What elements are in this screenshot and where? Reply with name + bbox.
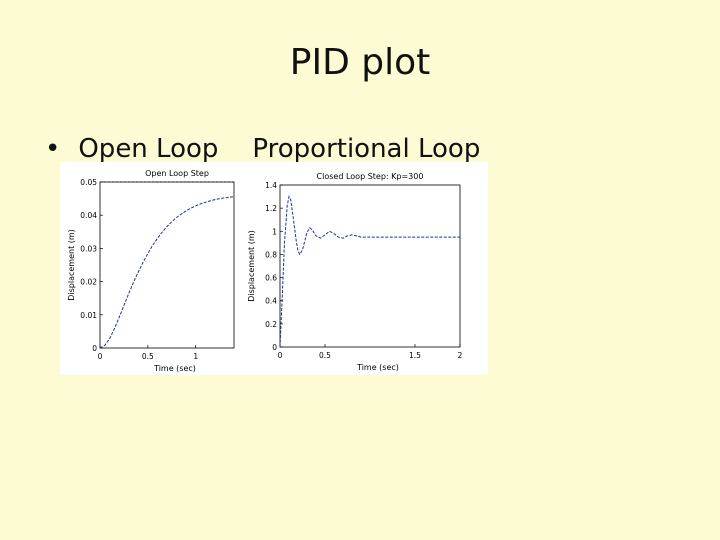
x-tick-label: 1.5 xyxy=(409,351,421,360)
series-line xyxy=(279,195,460,348)
y-tick-label: 0.04 xyxy=(80,211,97,220)
open-loop-plot: Open Loop Step 0 0.01 0.02 0.03 0.04 0.05 0 0.5 1… xyxy=(67,169,235,373)
y-tick-label: 0.01 xyxy=(80,311,97,320)
chart-title: Open Loop Step xyxy=(145,169,209,178)
x-tick-label: 0.5 xyxy=(142,352,154,361)
y-tick-label: 0.2 xyxy=(265,320,277,329)
y-tick-label: 0.8 xyxy=(265,250,277,259)
y-tick-label: 0.02 xyxy=(80,278,97,287)
y-tick-label: 0.4 xyxy=(265,297,277,306)
x-tick-label: 1 xyxy=(193,352,198,361)
y-tick-label: 0.03 xyxy=(80,244,97,253)
bullet-open-loop: Open Loop xyxy=(78,134,219,164)
y-axis-label: Displacement (m) xyxy=(67,229,76,301)
chart-title: Closed Loop Step: Kp=300 xyxy=(317,172,424,181)
y-axis-label: Displacement (m) xyxy=(247,230,256,302)
slide-title: PID plot xyxy=(289,42,431,83)
y-tick-label: 0 xyxy=(92,344,97,353)
closed-loop-plot: Closed Loop Step: Kp=300 0 0.2 0.4 0.6 0.8 1 1.… xyxy=(247,172,463,372)
x-tick-label: 0 xyxy=(278,351,283,360)
axes-frame xyxy=(99,181,235,349)
y-tick-label: 1 xyxy=(272,227,277,236)
bullet-row: • Open Loop Proportional Loop xyxy=(45,134,480,164)
x-tick-label: 0.5 xyxy=(319,351,331,360)
bullet-dot: • xyxy=(45,134,61,164)
y-tick-label: 1.2 xyxy=(265,204,277,213)
plots-figure: Open Loop Step 0 0.01 0.02 0.03 0.04 0.05 0 0.5 1… xyxy=(60,162,488,375)
axes-frame xyxy=(279,184,461,348)
y-tick-label: 0.6 xyxy=(265,274,277,283)
x-axis-label: Time (sec) xyxy=(356,363,399,372)
y-tick-label: 0.05 xyxy=(80,178,97,187)
series-line xyxy=(99,196,235,349)
x-tick-label: 2 xyxy=(458,351,463,360)
bullet-proportional-loop: Proportional Loop xyxy=(252,134,481,164)
y-tick-label: 0 xyxy=(272,343,277,352)
y-tick-label: 1.4 xyxy=(265,181,277,190)
x-tick-label: 0 xyxy=(98,352,103,361)
x-axis-label: Time (sec) xyxy=(153,364,196,373)
